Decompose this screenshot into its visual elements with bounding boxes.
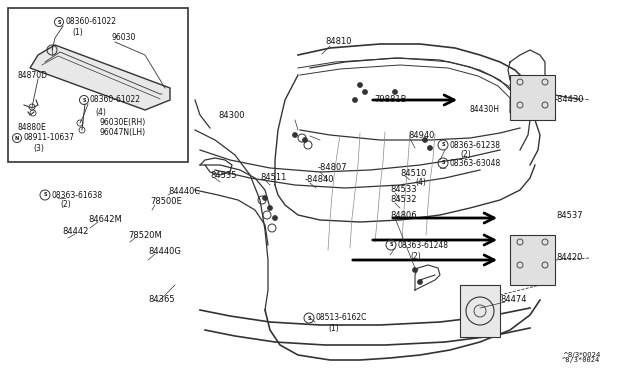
Text: 96047N(LH): 96047N(LH)	[100, 128, 146, 137]
Bar	[460, 285, 500, 337]
Text: 78520M: 78520M	[128, 231, 162, 241]
Circle shape	[358, 83, 362, 87]
Text: S: S	[307, 315, 311, 321]
Text: -84430: -84430	[555, 96, 584, 105]
Text: N: N	[15, 135, 19, 141]
Text: 08513-6162C: 08513-6162C	[316, 314, 367, 323]
Text: 08363-61248: 08363-61248	[398, 241, 449, 250]
Text: 84940: 84940	[408, 131, 435, 140]
Text: 96030E(RH): 96030E(RH)	[100, 118, 147, 126]
Text: S: S	[441, 160, 445, 166]
Text: 84642M: 84642M	[88, 215, 122, 224]
Text: 84870D: 84870D	[18, 71, 48, 80]
Circle shape	[353, 97, 358, 103]
Text: 84474: 84474	[500, 295, 527, 305]
Circle shape	[268, 205, 273, 211]
Text: 84300: 84300	[218, 110, 244, 119]
Text: 84510: 84510	[400, 169, 426, 177]
Text: 08360-61022: 08360-61022	[65, 17, 116, 26]
Circle shape	[362, 90, 367, 94]
Text: 84440G: 84440G	[148, 247, 181, 257]
Bar	[8, 8, 188, 162]
Circle shape	[417, 279, 422, 285]
Text: 79881B: 79881B	[374, 96, 406, 105]
Text: (2): (2)	[460, 151, 471, 160]
Text: 08363-63048: 08363-63048	[450, 158, 501, 167]
Text: 08363-61238: 08363-61238	[450, 141, 501, 150]
Text: 96030: 96030	[112, 33, 136, 42]
Circle shape	[303, 138, 307, 142]
Text: (4): (4)	[415, 179, 426, 187]
Text: 84442: 84442	[62, 228, 88, 237]
Text: S: S	[57, 19, 61, 25]
Text: 84535: 84535	[210, 170, 237, 180]
Text: 84440C: 84440C	[168, 187, 200, 196]
Text: (2): (2)	[410, 251, 420, 260]
Circle shape	[273, 215, 278, 221]
Circle shape	[422, 138, 428, 142]
Text: (1): (1)	[328, 324, 339, 334]
Text: 84880E: 84880E	[18, 122, 47, 131]
Bar	[510, 235, 555, 285]
Text: ^8/3*0024: ^8/3*0024	[562, 357, 600, 363]
Text: -84840: -84840	[305, 176, 335, 185]
Text: 78500E: 78500E	[150, 198, 182, 206]
Text: 84365: 84365	[148, 295, 175, 305]
Text: 08911-10637: 08911-10637	[23, 134, 74, 142]
Circle shape	[392, 90, 397, 94]
Text: S: S	[83, 97, 86, 103]
Text: (1): (1)	[72, 28, 83, 36]
Text: ^8/3*0024: ^8/3*0024	[562, 352, 600, 358]
Circle shape	[428, 145, 433, 151]
Text: 84430H: 84430H	[470, 106, 500, 115]
Text: S: S	[441, 142, 445, 148]
Text: (3): (3)	[33, 144, 44, 154]
Bar	[510, 75, 555, 120]
Circle shape	[413, 267, 417, 273]
Text: (2): (2)	[60, 201, 71, 209]
Text: 84810: 84810	[325, 38, 351, 46]
Circle shape	[262, 196, 268, 201]
Text: 84806: 84806	[390, 211, 417, 219]
Text: 84537: 84537	[556, 211, 582, 219]
Text: 08363-61638: 08363-61638	[52, 190, 103, 199]
Text: S: S	[389, 243, 393, 247]
Text: 84533: 84533	[390, 186, 417, 195]
Polygon shape	[30, 45, 170, 110]
Circle shape	[292, 132, 298, 138]
Text: 84532: 84532	[390, 196, 417, 205]
Text: (4): (4)	[95, 108, 106, 116]
Text: -84807: -84807	[318, 164, 348, 173]
Text: 08360-61022: 08360-61022	[90, 96, 141, 105]
Text: 84511: 84511	[260, 173, 286, 183]
Text: S: S	[44, 192, 47, 198]
Text: 84420: 84420	[556, 253, 582, 263]
